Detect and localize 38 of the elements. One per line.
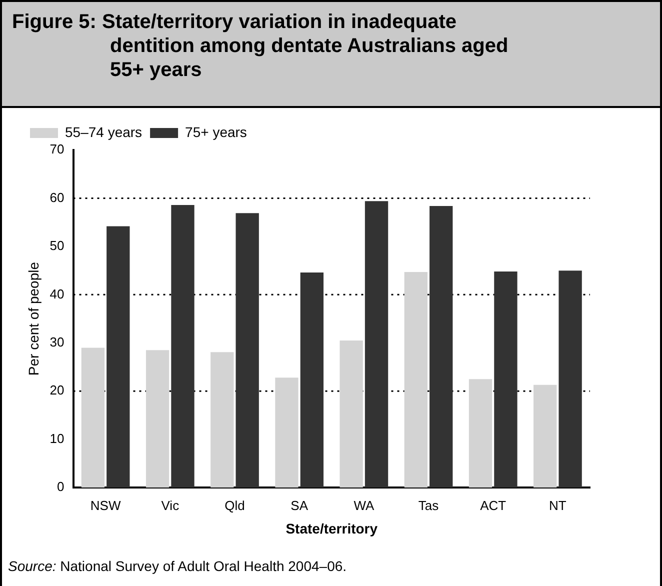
bar — [558, 270, 582, 488]
source-note: Source: National Survey of Adult Oral Health 2004–06. — [8, 558, 347, 574]
bar — [468, 379, 492, 488]
bar — [534, 384, 557, 488]
legend-label: 75+ years — [185, 124, 247, 140]
x-axis-title: State/territory — [286, 520, 378, 536]
y-tick-label: 70 — [50, 142, 64, 157]
y-tick-label: 50 — [50, 238, 64, 254]
bar — [106, 226, 130, 488]
y-tick-label: 10 — [50, 430, 64, 446]
bar — [340, 340, 363, 488]
bar — [210, 352, 234, 488]
y-tick-label: 20 — [50, 382, 64, 398]
x-tick-label: NT — [549, 498, 566, 513]
x-tick-label: Tas — [418, 498, 440, 513]
bar — [146, 350, 170, 488]
x-tick-label: SA — [290, 498, 308, 513]
y-axis-title: Per cent of people — [25, 262, 42, 376]
chart-title: Figure 5: State/territory variation in inadequate dentition among dentate Australians aged 55+ years — [2, 2, 660, 108]
legend-label: 55–74 years — [65, 124, 142, 140]
bar — [275, 378, 298, 488]
bar — [404, 272, 428, 488]
x-tick-label: WA — [354, 498, 374, 513]
bar — [300, 272, 324, 488]
bar — [171, 204, 194, 488]
y-tick-label: 60 — [50, 190, 64, 205]
x-tick-label: Qld — [224, 498, 245, 513]
x-tick-label: NSW — [90, 498, 122, 513]
bar — [494, 272, 518, 488]
y-tick-label: 0 — [57, 479, 64, 494]
y-tick-label: 40 — [50, 286, 64, 302]
x-tick-label: ACT — [480, 498, 506, 513]
x-tick-label: Vic — [161, 498, 180, 513]
bar — [236, 213, 259, 488]
bar — [81, 348, 105, 488]
bar — [430, 206, 453, 488]
bar — [364, 201, 388, 488]
y-tick-label: 30 — [50, 334, 64, 350]
